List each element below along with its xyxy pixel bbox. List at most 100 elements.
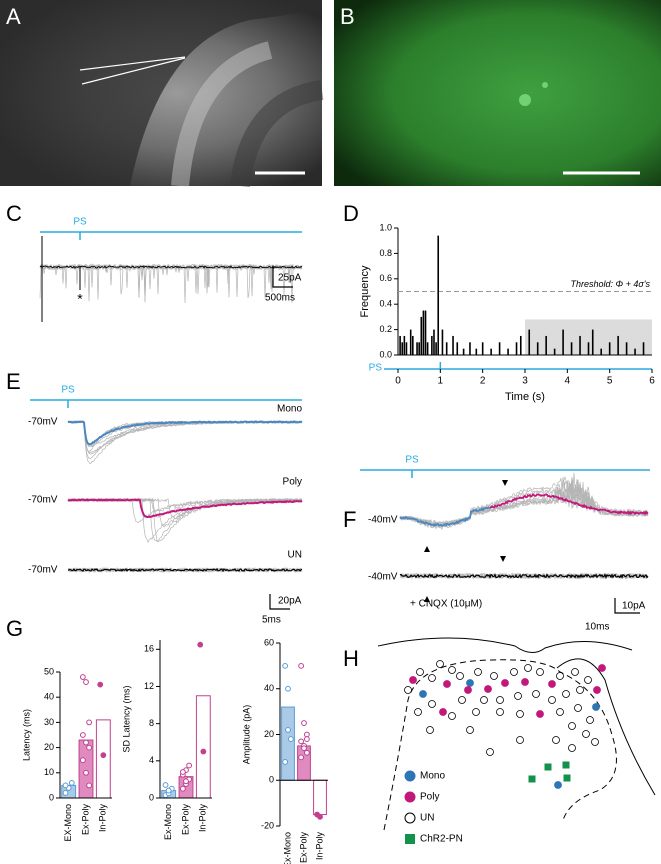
x-tick-label: 0 <box>395 376 401 387</box>
trace-c-mean <box>39 265 303 269</box>
map-marker <box>456 672 464 680</box>
map-marker <box>568 722 576 730</box>
legend-swatch <box>404 770 416 782</box>
panel-label: F <box>343 507 356 532</box>
x-tick-label: Ex-Poly <box>80 804 90 836</box>
scale-bar <box>269 594 290 610</box>
scale-bar <box>272 267 293 288</box>
map-marker <box>443 680 451 688</box>
data-point <box>68 779 75 786</box>
trace-label: Poly <box>283 477 302 488</box>
map-marker <box>586 716 594 724</box>
trace-label: UN <box>288 550 302 561</box>
data-point <box>79 757 86 764</box>
x-tick-label: 2 <box>480 376 486 387</box>
x-tick-label: Ex-Poly <box>298 832 308 864</box>
data-point <box>282 662 289 669</box>
map-marker <box>593 686 601 694</box>
map-marker <box>436 660 444 668</box>
map-marker <box>419 690 427 698</box>
map-marker <box>524 664 532 672</box>
arrowhead <box>500 556 506 562</box>
data-point <box>62 790 69 796</box>
y-tick-label: 40 <box>44 692 54 702</box>
legend-label: Poly <box>420 792 439 803</box>
panel-label: C <box>6 201 22 226</box>
x-tick-label: 4 <box>565 376 571 387</box>
map-marker <box>428 700 436 708</box>
map-marker <box>591 738 599 746</box>
map-marker <box>409 676 417 684</box>
x-tick-label: 6 <box>649 376 655 387</box>
map-marker <box>516 736 524 744</box>
data-point <box>186 762 193 769</box>
bar <box>195 695 211 799</box>
y-tick-label: 40 <box>264 683 274 693</box>
x-tick-label: 1 <box>438 376 444 387</box>
data-point <box>86 782 93 789</box>
map-marker <box>466 679 474 687</box>
trace-e <box>67 420 302 465</box>
marker: * <box>77 291 83 307</box>
y-tick-label: 30 <box>44 717 54 727</box>
holding-label: -40mV <box>368 572 398 583</box>
data-point <box>285 685 291 692</box>
data-point <box>79 674 86 680</box>
map-marker <box>562 761 570 769</box>
map-marker <box>428 674 436 682</box>
y-tick-label: 20 <box>264 729 274 739</box>
image-a <box>0 0 324 188</box>
map-marker <box>582 730 590 738</box>
x-tick-label: 3 <box>522 376 528 387</box>
y-tick-label: 16 <box>144 644 154 654</box>
x-tick-label: EX-Mono <box>63 804 73 842</box>
map-marker <box>448 666 456 674</box>
panel-label: B <box>340 4 355 29</box>
panel-label: G <box>6 616 23 641</box>
panel-label: D <box>343 201 359 226</box>
scale-x: 500ms <box>265 293 295 304</box>
trace-label: Mono <box>277 404 302 415</box>
y-tick-label: 50 <box>44 666 54 676</box>
map-marker <box>536 668 544 676</box>
y-tick-label: -20 <box>261 820 274 830</box>
y-tick-label: 60 <box>264 637 274 647</box>
legend-swatch <box>404 812 416 824</box>
trace-e <box>67 420 303 460</box>
y-axis-label: Latency (ms) <box>21 709 31 761</box>
map-marker <box>554 781 562 789</box>
panel-label: H <box>343 646 359 671</box>
stim-label: PS <box>369 363 383 374</box>
legend-swatch <box>405 834 415 844</box>
data-point <box>298 738 305 745</box>
panel-label: E <box>6 369 21 394</box>
data-point <box>183 778 189 785</box>
map-marker <box>548 696 556 704</box>
data-point <box>83 769 89 776</box>
map-marker <box>472 708 480 716</box>
data-point <box>197 641 204 648</box>
map-marker <box>466 726 474 734</box>
x-tick-label: Ex-Mono <box>163 804 173 840</box>
map-marker <box>574 704 582 712</box>
bar <box>313 779 327 816</box>
holding-label: -70mV <box>28 495 58 506</box>
map-marker <box>464 686 472 694</box>
map-marker <box>563 774 571 782</box>
x-axis-label: Time (s) <box>505 391 545 403</box>
data-point <box>86 744 93 751</box>
data-point <box>100 752 107 759</box>
map-marker <box>496 696 504 704</box>
map-marker <box>552 736 560 744</box>
arrowhead <box>502 480 508 486</box>
trace-e <box>67 566 303 574</box>
y-tick-label: 0.2 <box>379 324 392 334</box>
holding-label: -40mV <box>368 515 398 526</box>
stim-label: PS <box>73 217 87 228</box>
map-marker <box>501 679 509 687</box>
trace-f <box>399 484 649 525</box>
trace-e-mean <box>67 420 303 446</box>
map-marker <box>592 703 600 711</box>
x-tick-label: 5 <box>607 376 613 387</box>
